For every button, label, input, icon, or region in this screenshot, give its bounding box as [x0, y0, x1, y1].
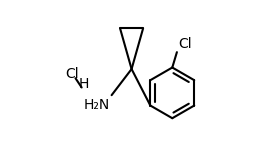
- Text: H: H: [79, 77, 89, 91]
- Text: Cl: Cl: [178, 37, 192, 51]
- Text: Cl: Cl: [65, 67, 78, 81]
- Text: H₂N: H₂N: [84, 98, 110, 112]
